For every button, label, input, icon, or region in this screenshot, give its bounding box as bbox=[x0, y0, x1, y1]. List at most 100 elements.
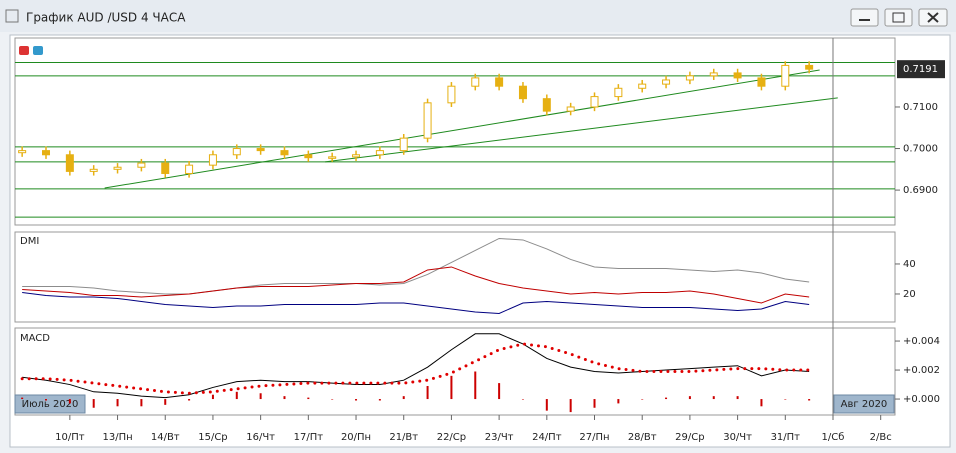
histogram-bar bbox=[68, 399, 71, 404]
histogram-bar bbox=[736, 396, 739, 400]
histogram-bar bbox=[545, 399, 548, 411]
histogram-bar bbox=[45, 399, 48, 401]
x-tick-label: 10/Пт bbox=[55, 432, 85, 443]
y-tick-label: +0.000 bbox=[903, 394, 940, 405]
histogram-bar bbox=[140, 399, 143, 407]
histogram-bar bbox=[569, 399, 572, 413]
x-tick-label: 31/Пт bbox=[771, 432, 801, 443]
last-price-box bbox=[897, 60, 945, 79]
candle-body bbox=[542, 98, 551, 112]
candle-body bbox=[137, 162, 146, 168]
x-tick-label: 15/Ср bbox=[198, 432, 227, 443]
histogram-bar bbox=[784, 399, 787, 400]
candle-body bbox=[638, 83, 647, 89]
candle-body bbox=[566, 106, 575, 112]
histogram-bar bbox=[426, 386, 429, 400]
indicator-line bbox=[22, 266, 810, 304]
y-tick-label: +0.002 bbox=[903, 365, 940, 376]
histogram-bar bbox=[283, 396, 286, 400]
histogram-bar bbox=[521, 399, 524, 400]
candle-body bbox=[399, 137, 408, 152]
histogram-bar bbox=[450, 375, 453, 400]
histogram-bar bbox=[617, 399, 620, 404]
histogram-bar bbox=[92, 399, 95, 408]
x-tick-label: 1/Сб bbox=[822, 432, 845, 443]
x-tick-label: 16/Чт bbox=[246, 432, 275, 443]
panel-title: MACD bbox=[20, 333, 50, 344]
candle-body bbox=[208, 154, 217, 166]
x-tick-label: 20/Пн bbox=[341, 432, 371, 443]
x-tick-label: 27/Пн bbox=[579, 432, 609, 443]
x-tick-label: 14/Вт bbox=[151, 432, 180, 443]
candle-body bbox=[423, 102, 432, 139]
histogram-bar bbox=[402, 396, 405, 400]
histogram-bar bbox=[688, 396, 691, 400]
maximize-icon bbox=[892, 12, 905, 23]
panel-button[interactable] bbox=[19, 46, 29, 55]
minimize-button[interactable] bbox=[850, 8, 879, 27]
window-title: График AUD /USD 4 ЧАСА bbox=[26, 11, 186, 25]
y-tick-label: 0.6900 bbox=[903, 185, 938, 196]
x-tick-label: 13/Пн bbox=[102, 432, 132, 443]
candle-body bbox=[328, 156, 337, 159]
dmi-panel bbox=[14, 231, 896, 323]
candle-body bbox=[709, 72, 718, 77]
x-tick-label: 29/Ср bbox=[675, 432, 704, 443]
y-tick-label: 40 bbox=[903, 259, 916, 270]
candle-body bbox=[256, 148, 265, 152]
candle-body bbox=[113, 166, 122, 170]
panel-title: DMI bbox=[20, 236, 39, 247]
period-box bbox=[833, 394, 895, 414]
candle-body bbox=[42, 150, 51, 156]
candle-body bbox=[280, 150, 289, 156]
trend-line bbox=[104, 69, 820, 189]
histogram-bar bbox=[331, 399, 334, 400]
candle-body bbox=[733, 72, 742, 79]
histogram-bar bbox=[760, 399, 763, 407]
candle-body bbox=[352, 154, 361, 158]
histogram-bar bbox=[474, 371, 477, 400]
histogram-bar bbox=[712, 396, 715, 400]
x-tick-label: 23/Чт bbox=[485, 432, 514, 443]
histogram-bar bbox=[211, 394, 214, 400]
histogram-bar bbox=[593, 399, 596, 408]
candle-body bbox=[375, 150, 384, 156]
candle-body bbox=[65, 154, 74, 172]
candle-body bbox=[590, 96, 599, 108]
histogram-bar bbox=[188, 399, 191, 401]
histogram-bar bbox=[665, 397, 668, 400]
x-tick-label: 21/Вт bbox=[389, 432, 418, 443]
histogram-bar bbox=[355, 399, 358, 401]
indicator-line bbox=[22, 291, 810, 314]
candle-body bbox=[685, 75, 694, 81]
x-tick-label: 30/Чт bbox=[723, 432, 752, 443]
candle-body bbox=[185, 164, 194, 174]
indicator-line bbox=[22, 333, 810, 399]
panel-button[interactable] bbox=[33, 46, 43, 55]
candle-body bbox=[471, 77, 480, 87]
histogram-bar bbox=[378, 399, 381, 401]
candle-body bbox=[232, 148, 241, 156]
candle-body bbox=[18, 150, 27, 154]
candle-body bbox=[304, 154, 313, 159]
candle-body bbox=[757, 77, 766, 87]
y-tick-label: 0.7100 bbox=[903, 102, 938, 113]
maximize-button[interactable] bbox=[884, 8, 913, 27]
price-panel bbox=[14, 37, 896, 226]
candle-body bbox=[614, 87, 623, 98]
last-price-label: 0.7191 bbox=[903, 64, 938, 75]
candle-body bbox=[781, 64, 790, 87]
x-tick-label: 22/Ср bbox=[437, 432, 466, 443]
x-tick-label: 17/Пт bbox=[294, 432, 324, 443]
histogram-bar bbox=[116, 399, 119, 407]
indicator-line bbox=[22, 237, 810, 295]
candle-body bbox=[447, 85, 456, 104]
histogram-bar bbox=[259, 393, 262, 400]
histogram-bar bbox=[307, 397, 310, 400]
title-bar bbox=[0, 0, 956, 32]
histogram-bar bbox=[164, 399, 167, 405]
x-tick-label: 28/Вт bbox=[628, 432, 657, 443]
histogram-bar bbox=[808, 399, 811, 401]
candle-body bbox=[518, 85, 527, 100]
